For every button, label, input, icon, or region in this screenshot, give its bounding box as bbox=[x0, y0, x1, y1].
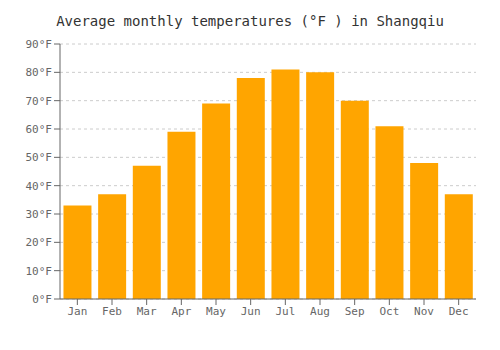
svg-text:20°F: 20°F bbox=[26, 236, 53, 249]
svg-text:0°F: 0°F bbox=[32, 293, 52, 306]
svg-text:Oct: Oct bbox=[379, 305, 399, 318]
svg-text:Jun: Jun bbox=[241, 305, 261, 318]
svg-text:60°F: 60°F bbox=[26, 123, 53, 136]
svg-text:Feb: Feb bbox=[102, 305, 122, 318]
html-text:Average monthly temperatures (: Average monthly temperatures (°F ) in Sh… bbox=[56, 13, 444, 29]
svg-text:90°F: 90°F bbox=[26, 38, 53, 51]
svg-text:May: May bbox=[206, 305, 226, 318]
svg-text:Dec: Dec bbox=[449, 305, 469, 318]
svg-text:Sep: Sep bbox=[345, 305, 365, 318]
svg-text:Mar: Mar bbox=[137, 305, 157, 318]
svg-text:50°F: 50°F bbox=[26, 151, 53, 164]
svg-text:80°F: 80°F bbox=[26, 66, 53, 79]
svg-text:70°F: 70°F bbox=[26, 95, 53, 108]
svg-text:10°F: 10°F bbox=[26, 265, 53, 278]
svg-text:Nov: Nov bbox=[414, 305, 434, 318]
svg-text:Apr: Apr bbox=[171, 305, 191, 318]
svg-text:Jan: Jan bbox=[67, 305, 87, 318]
svg-text:40°F: 40°F bbox=[26, 180, 53, 193]
svg-text:Jul: Jul bbox=[275, 305, 295, 318]
svg-text:30°F: 30°F bbox=[26, 208, 53, 221]
svg-text:Aug: Aug bbox=[310, 305, 330, 318]
